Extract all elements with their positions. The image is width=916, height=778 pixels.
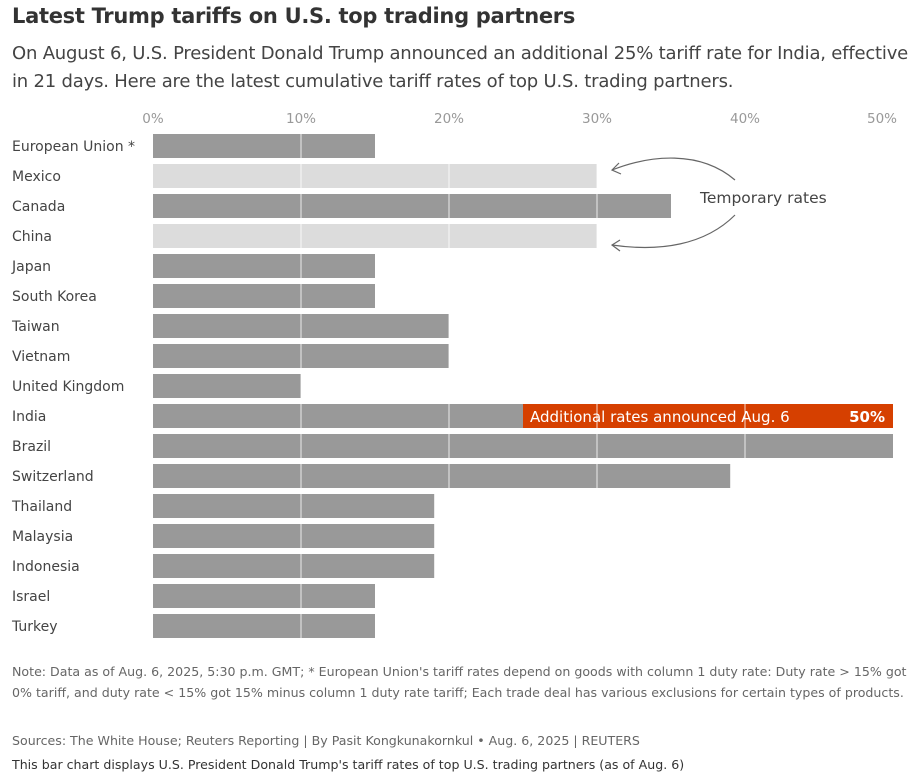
additional-rate-bar (523, 404, 893, 428)
x-tick-label: 40% (730, 111, 760, 127)
x-tick-label: 20% (434, 111, 464, 127)
chart-sources: Sources: The White House; Reuters Report… (12, 733, 640, 748)
category-label: India (12, 409, 46, 425)
x-tick-label: 50% (867, 111, 897, 127)
bar-united-kingdom (153, 374, 301, 398)
bar-chart: 0% 10% 20% 30% 40% 50% European Union * Mexico C… (11, 111, 897, 644)
category-label: United Kingdom (12, 379, 124, 395)
bar-mexico (153, 164, 597, 188)
temporary-rates-annotation: Temporary rates (699, 189, 827, 207)
annotation-arrow-china (611, 214, 736, 249)
category-label: Indonesia (12, 559, 80, 575)
chart-alt-text: This bar chart displays U.S. President D… (12, 757, 685, 772)
category-label: Turkey (11, 619, 58, 635)
bar-israel (153, 584, 375, 608)
chart-subtitle: On August 6, U.S. President Donald Trump… (12, 43, 909, 92)
category-label: Mexico (12, 169, 61, 185)
bar-thailand (153, 494, 435, 518)
category-label: Canada (12, 199, 65, 215)
bar-european-union (153, 134, 375, 158)
bar-switzerland (153, 464, 731, 488)
chart-note: Note: Data as of Aug. 6, 2025, 5:30 p.m.… (12, 664, 907, 700)
category-label: South Korea (12, 289, 97, 305)
category-label: Malaysia (12, 529, 73, 545)
bar-japan (153, 254, 375, 278)
bar-malaysia (153, 524, 435, 548)
additional-rate-value: 50% (849, 408, 885, 426)
category-label: Switzerland (12, 469, 94, 485)
arrowhead-icon (610, 162, 622, 175)
bar-canada (153, 194, 671, 218)
bar-china (153, 224, 597, 248)
x-tick-label: 0% (142, 111, 164, 127)
category-label: Thailand (11, 499, 72, 515)
x-tick-label: 30% (582, 111, 612, 127)
bar-turkey (153, 614, 375, 638)
category-label: Vietnam (12, 349, 70, 365)
category-label: European Union * (12, 139, 135, 155)
arrowhead-icon (610, 239, 621, 252)
x-tick-label: 10% (286, 111, 316, 127)
chart-title: Latest Trump tariffs on U.S. top trading… (12, 4, 576, 28)
category-label: Japan (11, 259, 51, 275)
category-label: Taiwan (11, 319, 60, 335)
bar-indonesia (153, 554, 435, 578)
bar-south-korea (153, 284, 375, 308)
annotation-arrow-mexico (611, 157, 736, 181)
category-label: Brazil (12, 439, 51, 455)
bar-brazil (153, 434, 893, 458)
additional-rate-label: Additional rates announced Aug. 6 (530, 408, 790, 426)
category-label: Israel (12, 589, 50, 605)
category-label: China (12, 229, 52, 245)
